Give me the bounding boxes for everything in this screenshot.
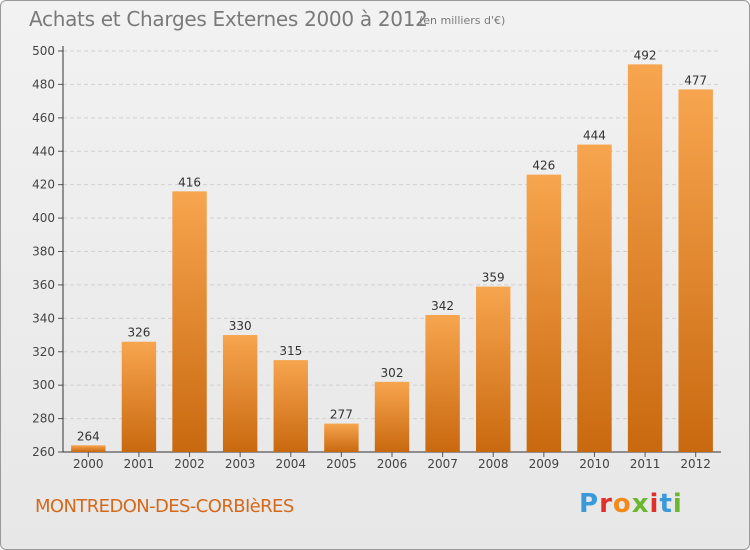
bar-2006 (374, 381, 410, 452)
bar-2007 (425, 314, 460, 452)
y-tick-label: 300 (32, 378, 55, 392)
y-tick-label: 280 (32, 412, 55, 426)
y-tick-label: 360 (32, 278, 55, 292)
data-label-2000: 264 (77, 429, 100, 443)
y-tick-label: 440 (32, 144, 55, 158)
bar-2003 (222, 335, 258, 452)
y-tick-label: 460 (32, 111, 55, 125)
x-tick-label-2004: 2004 (275, 457, 306, 471)
bar-2012 (678, 89, 713, 452)
bar-2000 (71, 445, 106, 452)
x-tick-label-2000: 2000 (73, 457, 104, 471)
data-label-2011: 492 (634, 48, 657, 62)
chart-subtitle: (en milliers d'€) (419, 14, 506, 27)
x-tick-label-2008: 2008 (478, 457, 509, 471)
data-label-2001: 326 (127, 326, 150, 340)
data-label-2006: 302 (381, 366, 404, 380)
bar-2004 (273, 360, 308, 452)
bar-2009 (526, 174, 562, 452)
y-tick-label: 480 (32, 77, 55, 91)
x-tick-label-2010: 2010 (579, 457, 610, 471)
bar-2008 (476, 286, 511, 452)
y-tick-labels: 260 280 300 320 340 360 380 400 420 440 460 480 500 (32, 44, 55, 459)
logo-letter: o (612, 489, 632, 519)
data-label-2012: 477 (684, 73, 707, 87)
bars (71, 64, 713, 453)
data-label-2007: 342 (431, 299, 454, 313)
x-tick-label-2001: 2001 (124, 457, 155, 471)
bar-2010 (577, 144, 612, 453)
x-tick-labels: 2000 2001 2002 2003 2004 2005 2006 2007 2008 2009… (73, 452, 711, 471)
bar-2002 (172, 191, 207, 452)
x-tick-label-2012: 2012 (680, 457, 711, 471)
x-tick-label-2007: 2007 (427, 457, 458, 471)
x-tick-label-2003: 2003 (225, 457, 256, 471)
data-label-2005: 277 (330, 408, 353, 422)
logo-letter: i (672, 489, 683, 519)
x-tick-label-2011: 2011 (630, 457, 661, 471)
data-labels: 264 326 416 330 315 277 302 342 359 426 444 492 477 (77, 48, 707, 443)
logo-letter: x (631, 489, 650, 519)
y-tick-label: 500 (32, 44, 55, 58)
bar-2001 (121, 341, 157, 452)
x-tick-label-2002: 2002 (174, 457, 205, 471)
proxiti-logo: Proxiti (579, 489, 683, 519)
y-tick-label: 260 (32, 445, 55, 459)
data-label-2009: 426 (532, 159, 555, 173)
logo-letter: P (579, 489, 600, 519)
y-tick-label: 320 (32, 345, 55, 359)
y-tick-label: 340 (32, 311, 55, 325)
commune-name: MONTREDON-DES-CORBIèRES (35, 496, 294, 517)
data-label-2002: 416 (178, 175, 201, 189)
logo-letter: r (599, 489, 613, 519)
chart-title: Achats et Charges Externes 2000 à 2012 (29, 7, 428, 31)
data-label-2008: 359 (482, 271, 505, 285)
x-tick-label-2005: 2005 (326, 457, 357, 471)
data-label-2004: 315 (279, 344, 302, 358)
bar-2011 (627, 64, 663, 452)
logo-letter: i (649, 489, 660, 519)
y-tick-label: 420 (32, 178, 55, 192)
data-label-2010: 444 (583, 129, 606, 143)
data-label-2003: 330 (229, 319, 252, 333)
bar-2005 (324, 423, 359, 452)
y-tick-label: 400 (32, 211, 55, 225)
x-tick-label-2009: 2009 (529, 457, 560, 471)
x-tick-label-2006: 2006 (377, 457, 408, 471)
y-tick-label: 380 (32, 245, 55, 259)
logo-letter: t (659, 489, 673, 519)
